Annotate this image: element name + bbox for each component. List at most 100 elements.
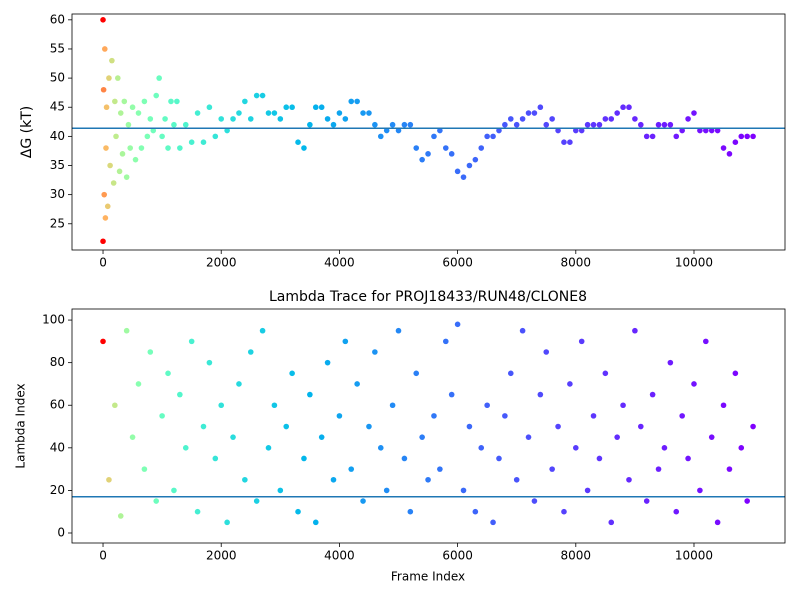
point: [596, 455, 603, 462]
chart-title: Lambda Trace for PROJ18433/RUN48/CLONE8: [269, 289, 587, 305]
point: [348, 98, 355, 105]
point: [242, 98, 248, 105]
point: [153, 498, 160, 504]
point: [100, 17, 106, 23]
point: [301, 145, 307, 151]
point: [218, 116, 225, 122]
point: [490, 133, 496, 140]
point: [437, 127, 443, 134]
point: [366, 110, 372, 116]
point: [638, 121, 644, 128]
y-axis-label: Lambda Index: [14, 383, 28, 468]
point: [708, 434, 715, 440]
point: [531, 498, 538, 504]
point: [377, 445, 384, 451]
point: [123, 174, 130, 180]
point: [330, 121, 337, 128]
point: [750, 133, 756, 140]
point: [342, 116, 349, 122]
point: [312, 104, 319, 111]
point: [507, 116, 514, 122]
point: [110, 180, 117, 186]
point: [138, 145, 145, 151]
point: [549, 116, 555, 122]
point: [614, 110, 620, 116]
x-tick-label: 4000: [324, 256, 355, 270]
point: [537, 391, 544, 398]
point: [101, 191, 108, 198]
y-axis-label: ΔG (kT): [19, 106, 35, 158]
point: [472, 156, 479, 163]
point: [194, 508, 201, 515]
point: [395, 127, 402, 134]
point: [206, 359, 213, 366]
point: [348, 466, 355, 472]
point: [750, 423, 756, 430]
point: [590, 121, 597, 128]
point: [726, 466, 733, 472]
x-tick-label: 2000: [206, 256, 237, 270]
point: [342, 338, 349, 345]
point: [419, 156, 425, 163]
point: [307, 121, 313, 128]
point: [253, 498, 260, 504]
point: [590, 413, 597, 419]
point: [206, 104, 213, 111]
x-tick-label: 0: [99, 256, 107, 270]
point: [537, 104, 544, 111]
point: [224, 519, 230, 526]
point: [277, 116, 284, 122]
point: [661, 445, 668, 451]
point: [708, 127, 715, 134]
point: [608, 519, 615, 526]
point: [112, 402, 118, 409]
point: [100, 238, 106, 245]
point: [425, 151, 431, 157]
y-tick-label: 50: [50, 71, 65, 85]
point: [153, 92, 160, 99]
point: [507, 370, 514, 377]
point: [655, 121, 662, 128]
point: [247, 349, 254, 355]
point: [555, 127, 561, 134]
point: [525, 434, 532, 440]
y-tick-label: 35: [50, 158, 65, 172]
point: [714, 127, 721, 134]
point: [572, 127, 579, 134]
point: [513, 476, 520, 483]
point: [312, 519, 319, 526]
point: [212, 133, 219, 140]
point: [147, 116, 154, 122]
point: [283, 104, 290, 111]
point: [703, 127, 709, 134]
point: [156, 75, 162, 81]
point: [230, 434, 236, 440]
point: [336, 413, 343, 419]
point: [109, 57, 115, 64]
point: [608, 116, 615, 122]
point: [389, 402, 396, 409]
point: [732, 370, 739, 377]
point: [720, 145, 727, 151]
point: [324, 359, 331, 366]
point: [200, 423, 207, 430]
point: [377, 133, 384, 140]
point: [632, 116, 638, 122]
point: [165, 370, 171, 377]
point: [744, 498, 750, 504]
point: [336, 110, 343, 116]
point: [714, 519, 721, 526]
point: [165, 145, 171, 151]
point: [572, 445, 579, 451]
point: [147, 349, 154, 355]
point: [171, 121, 177, 128]
point: [271, 110, 278, 116]
point: [661, 121, 668, 128]
point: [200, 139, 207, 145]
point: [626, 476, 632, 483]
point: [259, 327, 266, 334]
point: [132, 156, 139, 163]
point: [171, 487, 177, 494]
x-tick-label: 2000: [206, 549, 237, 563]
point: [667, 121, 674, 128]
